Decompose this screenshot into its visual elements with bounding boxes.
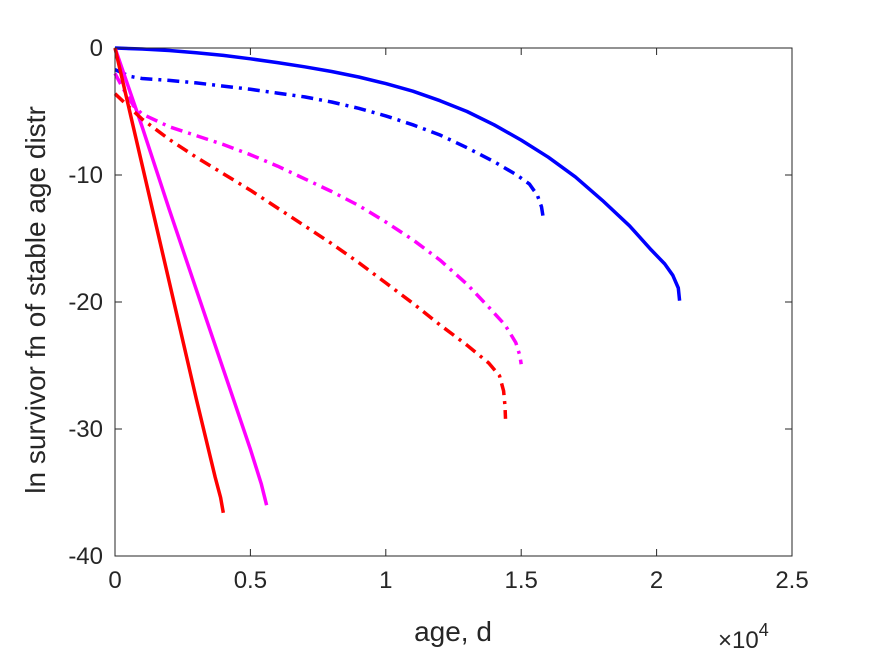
y-tick-label: -40	[68, 543, 103, 570]
x-tick-label: 0	[108, 567, 121, 594]
x-tick-label: 0.5	[234, 567, 267, 594]
y-tick-label: -30	[68, 416, 103, 443]
plot-area	[115, 48, 792, 556]
y-tick-label: -20	[68, 289, 103, 316]
series-line-1	[114, 46, 682, 301]
series-line-3	[113, 47, 269, 506]
x-tick-label: 2.5	[775, 567, 808, 594]
y-tick-label: -10	[68, 162, 103, 189]
x-axis-exponent-power: 4	[759, 620, 769, 640]
series-line-5	[113, 47, 226, 514]
plot-background	[115, 48, 792, 556]
x-axis-exponent-base: ×10	[718, 627, 759, 654]
series-line-6	[113, 92, 508, 419]
x-tick-label: 2	[650, 567, 663, 594]
series-line-4	[113, 72, 523, 365]
x-tick-label: 1.5	[505, 567, 538, 594]
x-tick-label: 1	[379, 567, 392, 594]
y-tick-label: 0	[90, 35, 103, 62]
x-axis-title: age, d	[414, 616, 492, 647]
series-layer	[113, 46, 682, 514]
y-axis-title: ln survivor fn of stable age distr	[20, 106, 51, 494]
axis-layer: 0 0.5 1 1.5 2 2.5 0 -10 -20 -30 -40	[68, 35, 808, 594]
x-axis-exponent: ×104	[718, 620, 769, 654]
